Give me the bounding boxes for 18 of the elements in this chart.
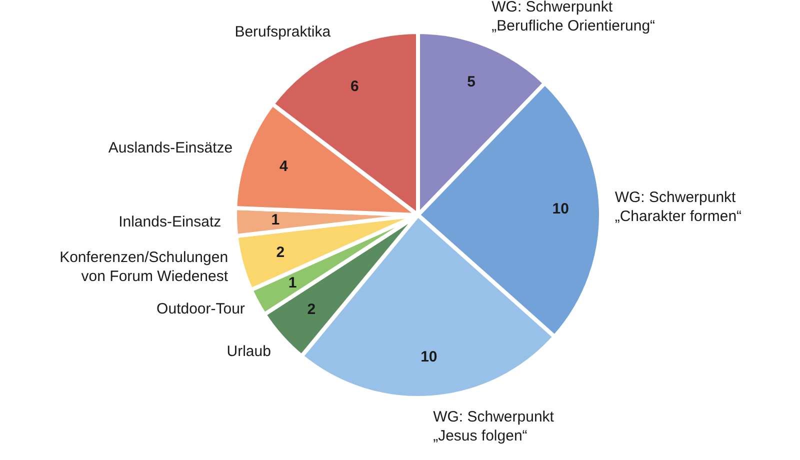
- slice-label: Auslands-Einsätze: [108, 140, 233, 157]
- data-label: 6: [350, 78, 359, 96]
- data-label: 10: [552, 200, 569, 218]
- data-label: 10: [420, 348, 438, 366]
- slice-label: Urlaub: [226, 343, 271, 360]
- data-label: 1: [288, 274, 297, 292]
- slice-label: WG: Schwerpunkt „Charakter formen“: [614, 189, 742, 226]
- data-label: 1: [271, 212, 280, 229]
- slice-label: Berufspraktika: [234, 24, 332, 41]
- slice-label: WG: Schwerpunkt „Berufliche Orientierung“: [492, 0, 656, 34]
- data-label: 5: [467, 74, 476, 91]
- slice-label: Inlands-Einsatz: [118, 214, 222, 231]
- slice-label: Outdoor-Tour: [156, 300, 245, 318]
- data-label: 2: [307, 301, 316, 318]
- slice-label: WG: Schwerpunkt „Jesus folgen“: [433, 408, 555, 445]
- data-label: 2: [276, 244, 285, 261]
- slice-label: Konferenzen/Schulungen von Forum Wiedenest: [60, 248, 229, 285]
- data-label: 4: [279, 158, 288, 175]
